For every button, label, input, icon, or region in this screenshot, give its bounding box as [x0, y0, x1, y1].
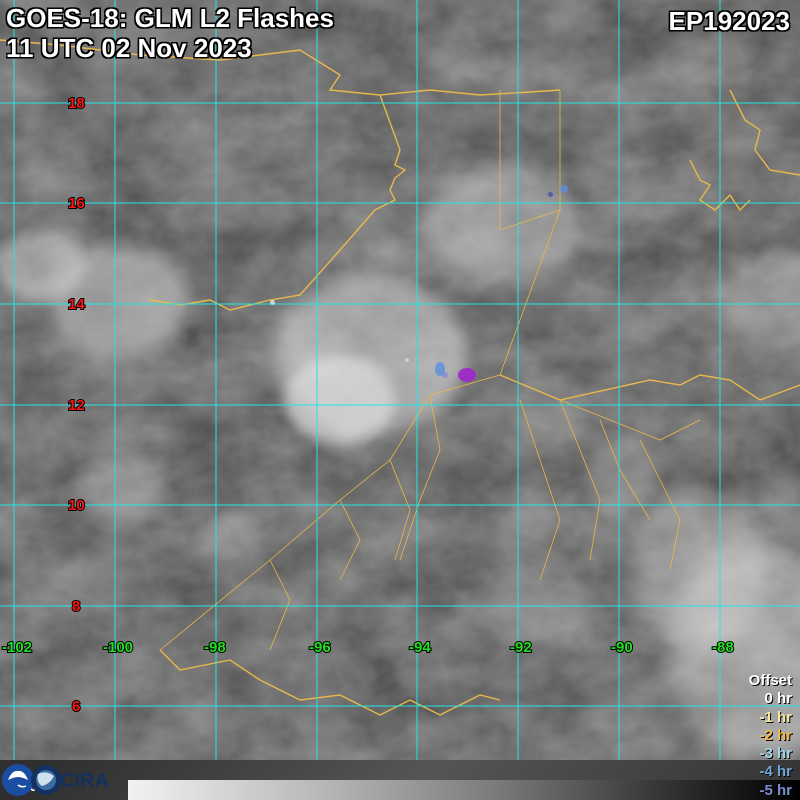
- offset-row-2[interactable]: -2 hr: [749, 727, 792, 745]
- agency-logos: CIRA: [2, 762, 132, 798]
- offset-row-1[interactable]: -1 hr: [749, 709, 792, 727]
- offset-row-4[interactable]: -4 hr: [749, 763, 792, 781]
- image-title: GOES-18: GLM L2 Flashes 11 UTC 02 Nov 20…: [6, 4, 334, 64]
- title-line-2: 11 UTC 02 Nov 2023: [6, 34, 334, 64]
- basin-identifier: EP192023: [669, 6, 790, 37]
- offset-row-0[interactable]: 0 hr: [749, 690, 792, 708]
- title-line-1: GOES-18: GLM L2 Flashes: [6, 4, 334, 34]
- offset-row-5[interactable]: -5 hr: [749, 782, 792, 800]
- offset-legend: Offset 0 hr -1 hr -2 hr -3 hr -4 hr -5 h…: [749, 672, 792, 800]
- satellite-image-viewer: 18 16 14 12 10 8 6 -102 -100 -98 -96 -94…: [0, 0, 800, 800]
- cira-logo-text: CIRA: [60, 770, 109, 792]
- map-display-area[interactable]: 18 16 14 12 10 8 6 -102 -100 -98 -96 -94…: [0, 0, 800, 760]
- offset-row-3[interactable]: -3 hr: [749, 745, 792, 763]
- brightness-temp-colorbar[interactable]: [128, 780, 800, 800]
- offset-legend-title: Offset: [749, 672, 792, 690]
